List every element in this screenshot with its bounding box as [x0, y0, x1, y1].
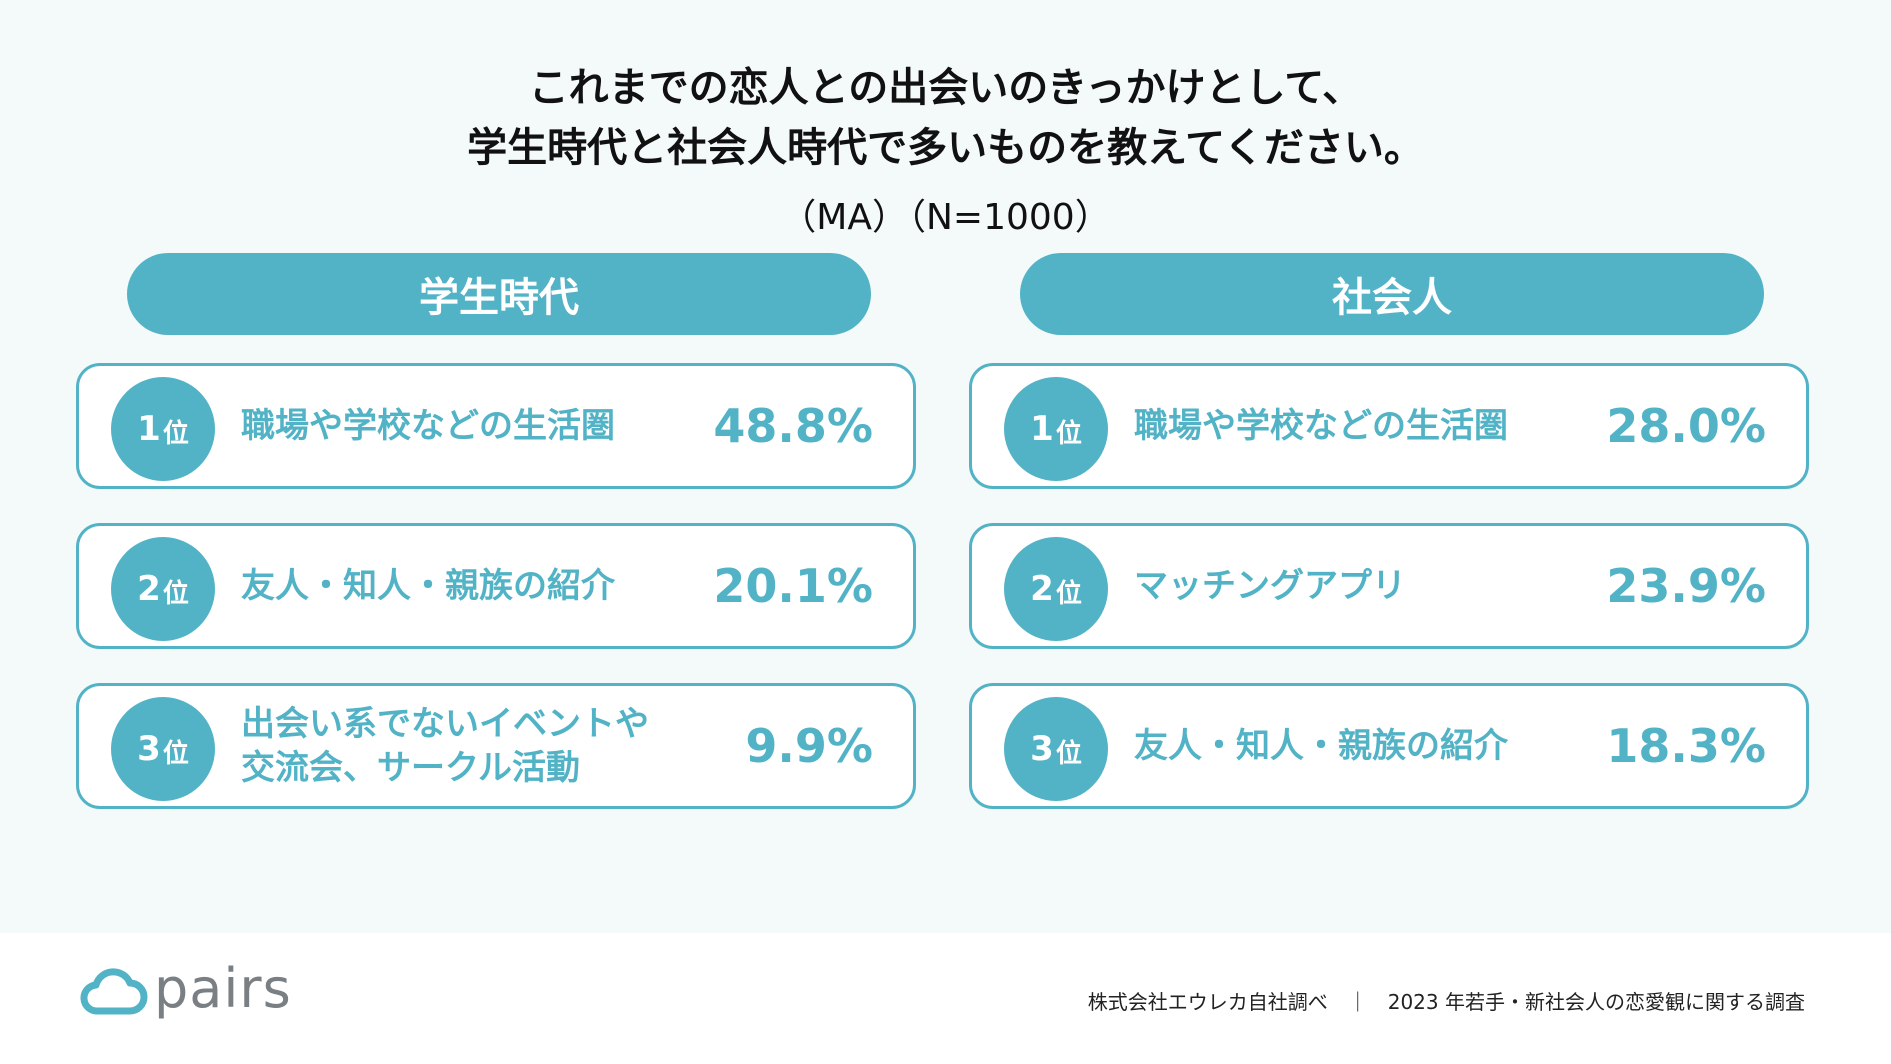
rank-number: 1 — [1030, 409, 1054, 449]
rank-number: 2 — [1030, 569, 1054, 609]
rank-suffix: 位 — [1055, 418, 1082, 449]
chart-subtitle: （MA）（N=1000） — [780, 197, 1111, 238]
item-value: 9.9% — [745, 719, 873, 773]
rank-suffix: 位 — [1055, 738, 1082, 769]
item-label: 職場や学校などの生活圏 — [1134, 406, 1508, 446]
item-label: 友人・知人・親族の紹介 — [1134, 726, 1508, 766]
content-panel: これまでの恋人との出会いのきっかけとして、 学生時代と社会人時代で多いものを教え… — [0, 0, 1891, 933]
item-value: 23.9% — [1606, 559, 1766, 613]
pairs-logo: pairs — [80, 948, 320, 1028]
item-label: 友人・知人・親族の紹介 — [241, 566, 615, 606]
rank-suffix: 位 — [1055, 578, 1082, 609]
item-value: 18.3% — [1606, 719, 1766, 773]
rank-suffix: 位 — [162, 738, 189, 769]
item-label: 出会い系でないイベントや 交流会、サークル活動 — [241, 704, 649, 788]
group-header-student: 学生時代 — [127, 253, 871, 335]
title-line-2: 学生時代と社会人時代で多いものを教えてください。 — [467, 125, 1424, 171]
rank-suffix: 位 — [162, 418, 189, 449]
chart-title: これまでの恋人との出会いのきっかけとして、 学生時代と社会人時代で多いものを教え… — [0, 58, 1891, 178]
item-value: 20.1% — [713, 559, 873, 613]
item-value: 28.0% — [1606, 399, 1766, 453]
item-value: 48.8% — [713, 399, 873, 453]
group-header-working: 社会人 — [1020, 253, 1764, 335]
rank-number: 3 — [137, 729, 161, 769]
title-line-1: これまでの恋人との出会いのきっかけとして、 — [528, 65, 1363, 111]
rank-number: 3 — [1030, 729, 1054, 769]
rank-suffix: 位 — [162, 578, 189, 609]
logo-text: pairs — [154, 956, 292, 1020]
cloud-icon — [80, 968, 148, 1015]
item-label: 職場や学校などの生活圏 — [241, 406, 615, 446]
rank-number: 1 — [137, 409, 161, 449]
rank-number: 2 — [137, 569, 161, 609]
source-footer: 株式会社エウレカ自社調べ ｜ 2023 年若手・新社会人の恋愛観に関する調査 — [1087, 990, 1805, 1014]
item-label: マッチングアプリ — [1134, 566, 1406, 606]
